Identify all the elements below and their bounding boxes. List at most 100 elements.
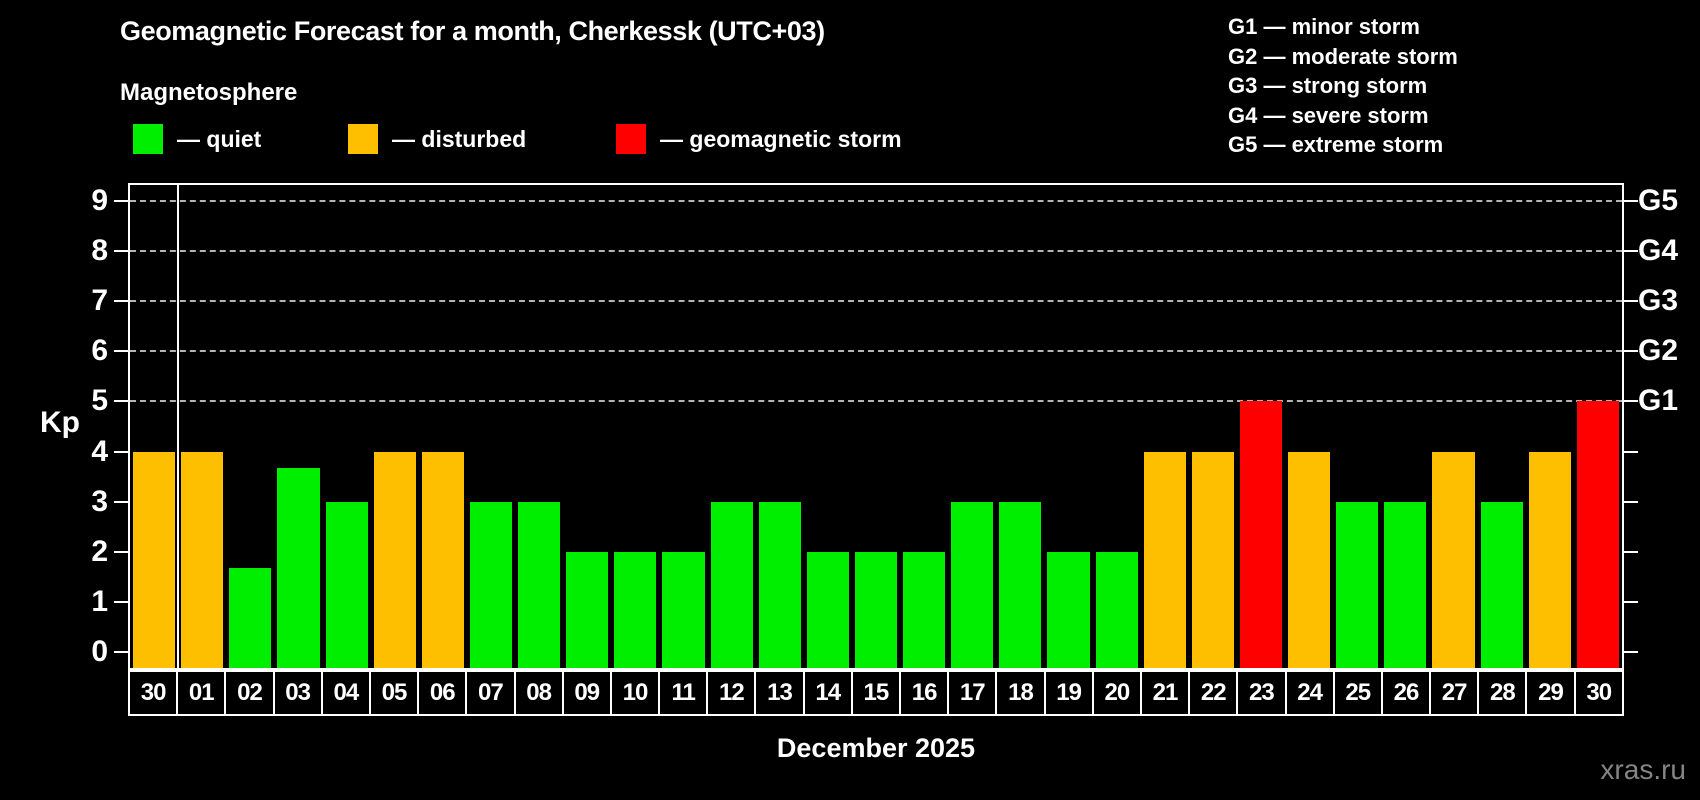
- kp-bar-01: [181, 451, 224, 668]
- day-label: 14: [802, 670, 853, 716]
- y-tick-label: 6: [91, 334, 108, 368]
- y-tick-label: 3: [91, 484, 108, 518]
- g-level-label: G4: [1638, 234, 1679, 268]
- x-axis-day-labels: 30 01 02 03 04 05 06 07 08 09 10 11 12 13 14 15 16 17 18 19…: [128, 670, 1624, 716]
- kp-bar-14: [806, 551, 849, 668]
- legend-item-storm: — geomagnetic storm: [616, 124, 902, 154]
- axis-tick: [1624, 250, 1638, 253]
- storm-color-swatch: [616, 124, 646, 154]
- kp-bar-17: [951, 501, 994, 668]
- kp-bar-07: [469, 501, 513, 668]
- axis-tick: [1624, 600, 1638, 603]
- kp-bar-24: [1288, 451, 1331, 668]
- day-label: 18: [995, 670, 1046, 716]
- kp-bar-18: [999, 501, 1042, 668]
- axis-tick: [1624, 350, 1638, 353]
- kp-bar-16: [903, 551, 946, 668]
- x-axis-title: December 2025: [776, 733, 976, 763]
- axis-tick: [1624, 400, 1638, 403]
- day-label: 12: [706, 670, 757, 716]
- kp-bar-10: [614, 551, 657, 668]
- kp-bar-11: [662, 551, 705, 668]
- day-label: 03: [272, 670, 323, 716]
- kp-bar-13: [758, 501, 801, 668]
- day-label: 26: [1380, 670, 1432, 716]
- y-tick-label: 1: [91, 584, 108, 618]
- disturbed-label: — disturbed: [392, 125, 527, 152]
- chart-title: Geomagnetic Forecast for a month, Cherke…: [120, 16, 825, 46]
- day-label: 09: [561, 670, 612, 716]
- y-tick-label: 7: [91, 284, 108, 318]
- kp-bar-12: [710, 501, 753, 668]
- day-label: 19: [1043, 670, 1094, 716]
- day-label: 25: [1332, 670, 1383, 716]
- quiet-color-swatch: [133, 124, 163, 154]
- kp-bar-28: [1480, 501, 1523, 668]
- quiet-label: — quiet: [177, 125, 262, 152]
- gridline-g3: [130, 300, 1622, 303]
- day-label: 20: [1091, 670, 1142, 716]
- kp-bar-30: [1576, 401, 1619, 668]
- g2-legend-line: G2 — moderate storm: [1228, 43, 1458, 69]
- day-label: 30: [1573, 670, 1624, 716]
- day-label: 28: [1477, 670, 1528, 716]
- day-label: 24: [1284, 670, 1335, 716]
- day-label: 01: [176, 670, 227, 716]
- day-label: 13: [754, 670, 805, 716]
- y-tick-label: 5: [91, 384, 108, 418]
- kp-bar-19: [1047, 551, 1090, 668]
- y-axis-title: Kp: [40, 406, 80, 439]
- kp-bar-08: [518, 501, 561, 668]
- kp-bar-03: [277, 468, 320, 668]
- storm-label: — geomagnetic storm: [660, 125, 902, 152]
- day-label: 11: [658, 670, 709, 716]
- kp-bar-15: [854, 551, 898, 668]
- y-tick-label: 0: [91, 635, 108, 668]
- y-tick-label: 4: [91, 434, 108, 468]
- axis-tick: [1624, 651, 1638, 653]
- g-level-label: G2: [1638, 334, 1679, 368]
- kp-bar-27: [1432, 451, 1475, 668]
- day-label: 17: [947, 670, 998, 716]
- kp-bar-09: [566, 551, 609, 668]
- day-label: 30: [128, 670, 179, 716]
- day-label: 02: [224, 670, 275, 716]
- day-label: 04: [320, 670, 371, 716]
- day-label: 23: [1236, 670, 1287, 716]
- month-separator-line: [177, 185, 180, 668]
- axis-tick: [114, 200, 128, 202]
- axis-tick: [114, 250, 128, 253]
- g5-legend-line: G5 — extreme storm: [1228, 132, 1444, 158]
- kp-bar-29: [1528, 451, 1571, 668]
- day-label: 21: [1139, 670, 1191, 716]
- plot-area: [114, 183, 1638, 670]
- gridline-g2: [130, 350, 1622, 353]
- day-label: 08: [513, 670, 564, 716]
- day-label: 05: [368, 670, 420, 716]
- kp-bar-25: [1336, 501, 1379, 668]
- axis-tick: [114, 651, 128, 653]
- magnetosphere-label: Magnetosphere: [120, 79, 298, 106]
- kp-bar-20: [1095, 551, 1138, 668]
- kp-bar-02: [229, 568, 272, 668]
- kp-bar-23: [1239, 401, 1283, 668]
- legend-item-disturbed: — disturbed: [348, 124, 526, 154]
- kp-bar-05: [373, 451, 416, 668]
- axis-tick: [114, 450, 128, 453]
- day-label: 07: [465, 670, 516, 716]
- day-label: 16: [899, 670, 950, 716]
- g4-legend-line: G4 — severe storm: [1228, 102, 1429, 128]
- g1-legend-line: G1 — minor storm: [1228, 14, 1420, 39]
- axis-tick: [114, 400, 128, 403]
- axis-tick: [114, 500, 128, 503]
- kp-bar-04: [325, 501, 368, 668]
- g3-legend-line: G3 — strong storm: [1228, 73, 1428, 99]
- kp-bar-26: [1384, 501, 1427, 668]
- day-label: 15: [850, 670, 901, 716]
- day-label: 06: [417, 670, 468, 716]
- day-label: 27: [1429, 670, 1480, 716]
- axis-tick: [1624, 450, 1638, 453]
- axis-tick: [114, 350, 128, 353]
- y-tick-label: 2: [91, 534, 108, 568]
- axis-tick: [1624, 300, 1638, 303]
